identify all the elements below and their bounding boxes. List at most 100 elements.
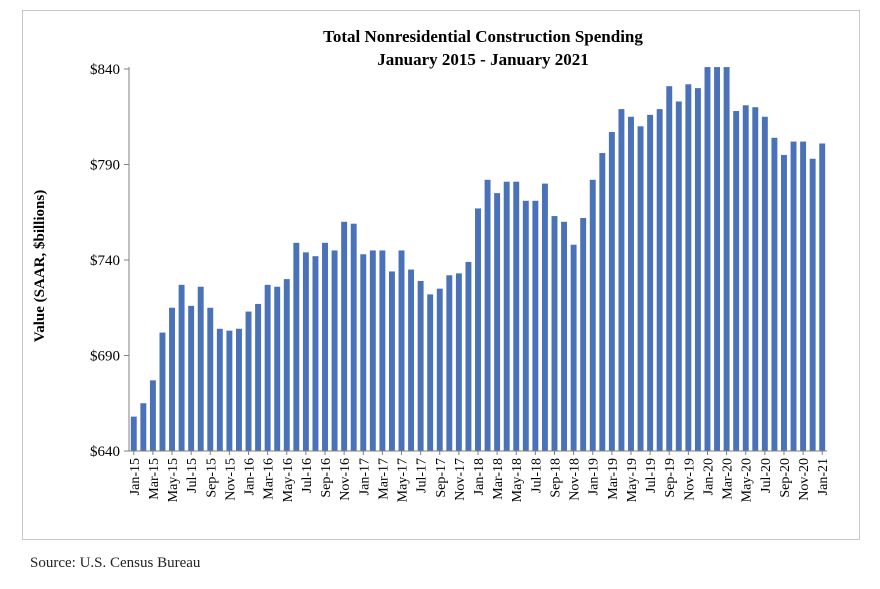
bar-Mar-17 [379, 250, 386, 451]
x-tick-label: May-15 [166, 458, 181, 502]
x-tick-label: Mar-16 [262, 458, 277, 500]
bar-Jul-20 [761, 116, 768, 451]
y-axis-label: Value (SAAR, $billions) [32, 190, 48, 342]
bar-May-16 [283, 279, 290, 451]
bar-Sep-20 [781, 154, 787, 451]
x-tick-label: Mar-20 [721, 458, 736, 500]
bar-Aug-20 [771, 137, 778, 451]
bar-Jan-19 [589, 179, 596, 451]
bar-May-15 [169, 307, 175, 451]
x-tick-label: Jan-15 [128, 458, 143, 495]
bar-Sep-17 [436, 288, 443, 451]
bar-Jul-17 [417, 281, 424, 451]
bar-Sep-19 [666, 86, 673, 451]
bar-Aug-17 [427, 294, 434, 451]
bar-Dec-20 [809, 158, 816, 451]
x-tick-label: Jul-20 [759, 458, 774, 493]
x-tick-label: Jan-20 [701, 458, 716, 495]
x-tick-label: Jul-18 [529, 458, 544, 493]
bar-Dec-15 [235, 328, 242, 451]
x-tick-label: Jul-19 [644, 458, 659, 493]
bar-Nov-17 [455, 273, 462, 451]
bar-Jan-16 [245, 311, 252, 451]
bar-Sep-15 [207, 307, 214, 451]
bar-Oct-17 [446, 275, 453, 451]
bar-Apr-17 [388, 271, 395, 451]
y-tick-label: $640 [90, 444, 120, 460]
bar-Aug-18 [541, 183, 548, 451]
x-tick-label: Mar-19 [606, 458, 621, 500]
x-tick-label: Jan-18 [472, 458, 487, 495]
bar-Oct-19 [675, 101, 682, 451]
x-tick-label: Sep-19 [663, 458, 678, 498]
bar-Dec-19 [694, 88, 701, 451]
x-tick-label: May-16 [281, 458, 296, 502]
x-tick-label: Sep-20 [778, 458, 793, 498]
bar-Jul-15 [188, 305, 195, 451]
x-tick-label: Nov-19 [682, 458, 697, 501]
x-tick-label: Nov-17 [453, 458, 468, 501]
x-axis-ticks: Jan-15 Mar-15 May-15 Jul-15 Sep-15 Nov-15 Jan-… [128, 451, 831, 502]
bar-Mar-20 [723, 67, 730, 451]
x-tick-label: Mar-18 [491, 458, 506, 500]
bar-Apr-18 [503, 181, 510, 451]
bar-Oct-20 [790, 141, 797, 451]
bar-Sep-16 [322, 242, 328, 451]
x-tick-label: Mar-15 [147, 458, 162, 500]
bar-Feb-18 [484, 179, 491, 451]
bar-Jun-20 [752, 107, 759, 451]
bar-Jun-17 [408, 269, 415, 451]
bar-Aug-16 [312, 256, 319, 451]
bar-Mar-15 [149, 380, 156, 451]
bar-Apr-19 [618, 109, 625, 452]
bar-May-17 [398, 250, 405, 451]
bar-May-19 [628, 116, 634, 451]
bar-Oct-18 [561, 221, 568, 451]
y-tick-label: $690 [90, 349, 120, 365]
x-tick-label: Sep-18 [548, 458, 563, 498]
bar-Jul-19 [647, 114, 654, 451]
x-tick-label: Nov-15 [223, 458, 238, 501]
y-tick-label: $840 [90, 62, 120, 78]
bar-Feb-17 [369, 250, 376, 451]
x-tick-label: Jan-17 [357, 458, 372, 495]
bar-Feb-15 [140, 403, 147, 451]
x-tick-label: Nov-18 [568, 458, 583, 501]
bar-Apr-20 [733, 111, 740, 452]
x-tick-label: Jan-21 [816, 458, 831, 495]
bar-Mar-18 [494, 193, 501, 451]
source-note: Source: U.S. Census Bureau [30, 555, 201, 571]
x-tick-label: Jul-17 [415, 458, 430, 493]
chart-title: Total Nonresidential Construction Spendi… [323, 27, 643, 46]
x-tick-label: Sep-16 [319, 458, 334, 498]
bar-Nov-16 [341, 221, 348, 451]
chart-frame: Total Nonresidential Construction Spendi… [22, 10, 860, 540]
x-tick-label: Jul-16 [300, 458, 315, 493]
bar-Apr-15 [159, 332, 166, 451]
x-tick-label: Jul-15 [185, 458, 200, 493]
x-tick-label: Jan-16 [243, 458, 258, 495]
bar-Sep-18 [551, 216, 558, 451]
bar-Mar-16 [264, 284, 271, 451]
bar-Feb-19 [599, 153, 606, 452]
bar-Jun-18 [522, 200, 529, 451]
chart-subtitle: January 2015 - January 2021 [377, 50, 589, 69]
x-tick-label: May-18 [510, 458, 525, 502]
x-tick-label: May-17 [396, 458, 411, 502]
bar-Jan-20 [704, 67, 711, 451]
bar-Jun-19 [637, 126, 644, 452]
bar-Oct-15 [216, 328, 223, 451]
bar-Nov-18 [570, 244, 577, 451]
bar-Jul-18 [532, 200, 539, 451]
bar-Dec-17 [465, 261, 472, 451]
bar-Jan-18 [475, 208, 481, 451]
y-axis-ticks: $640 $690 $740 $790 $840 [90, 62, 129, 460]
bar-Nov-19 [685, 84, 692, 451]
bar-Aug-19 [656, 109, 663, 452]
bar-May-20 [742, 105, 749, 451]
bar-Nov-20 [800, 141, 807, 451]
bar-Nov-15 [226, 330, 233, 451]
bar-Jul-16 [302, 252, 309, 451]
x-tick-label: Nov-16 [338, 458, 353, 501]
bar-Jan-15 [130, 416, 137, 451]
